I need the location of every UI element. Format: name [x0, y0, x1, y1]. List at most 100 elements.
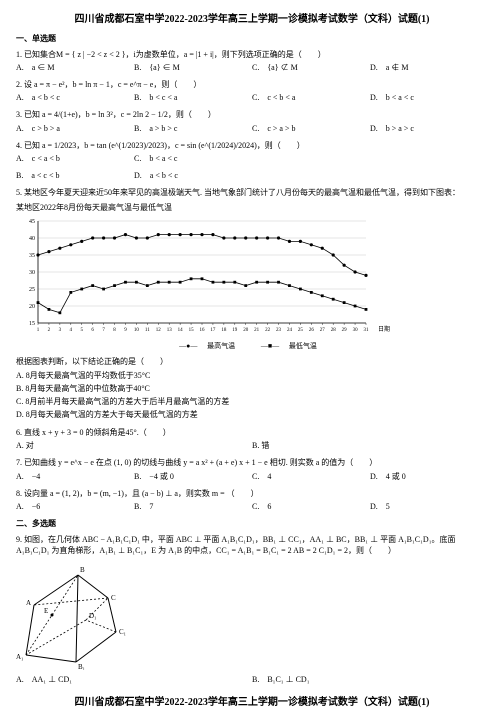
- q8-opt-a: A. −6: [16, 501, 134, 512]
- q9-stem: 9. 如图，在几何体 ABC − A₁B₁C₁D₁ 中，平面 ABC ⊥ 平面 …: [16, 534, 488, 556]
- q3-opt-a: A. c > b > a: [16, 123, 134, 134]
- q1-stem: 1. 已知集合M = { z | −2 < z < 2 }，i为虚数单位，a =…: [16, 49, 488, 60]
- svg-text:13: 13: [167, 328, 173, 333]
- svg-text:4: 4: [70, 328, 73, 333]
- svg-text:14: 14: [178, 328, 184, 333]
- q1-options: A. a ∈ M B. {a} ∈ M C. {a} ⊄ M D. a ∉ M: [16, 62, 488, 73]
- svg-text:23: 23: [276, 328, 282, 333]
- q9-opt-b: B. B₁C₁ ⊥ CD₁: [252, 674, 488, 685]
- q7-opt-a: A. −4: [16, 471, 134, 482]
- svg-text:35: 35: [29, 253, 35, 259]
- svg-text:18: 18: [221, 328, 227, 333]
- svg-text:31: 31: [364, 328, 370, 333]
- svg-text:2: 2: [48, 328, 51, 333]
- svg-text:15: 15: [29, 321, 35, 327]
- section-2-heading: 二、多选题: [16, 518, 488, 529]
- svg-text:12: 12: [156, 328, 162, 333]
- q5-chart: 4540353025201512345678910111213141516171…: [16, 217, 396, 337]
- svg-text:9: 9: [124, 328, 127, 333]
- q8-opt-b: B. 7: [134, 501, 252, 512]
- svg-text:15: 15: [189, 328, 195, 333]
- q3-opt-c: C. c > a > b: [252, 123, 370, 134]
- svg-text:日期: 日期: [378, 325, 390, 333]
- q9-opt-a: A. AA₁ ⊥ CD₁: [16, 674, 252, 685]
- svg-text:45: 45: [29, 219, 35, 225]
- svg-text:25: 25: [29, 287, 35, 293]
- svg-text:C: C: [111, 594, 116, 602]
- svg-text:7: 7: [102, 328, 105, 333]
- svg-text:20: 20: [29, 304, 35, 310]
- svg-text:20: 20: [243, 328, 249, 333]
- q4-stem: 4. 已知 a = 1/2023，b = tan (e^(1/2023)/202…: [16, 140, 488, 151]
- q3-opt-b: B. a > b > c: [134, 123, 252, 134]
- svg-text:19: 19: [232, 328, 238, 333]
- svg-text:B: B: [80, 566, 85, 574]
- q1-opt-b: B. {a} ∈ M: [134, 62, 252, 73]
- svg-text:8: 8: [113, 328, 116, 333]
- svg-text:30: 30: [29, 270, 35, 276]
- svg-text:1: 1: [37, 328, 40, 333]
- q6-options: A. 对 B. 错: [16, 440, 488, 451]
- page-title: 四川省成都石室中学2022-2023学年高三上学期一诊模拟考试数学（文科）试题(…: [16, 10, 488, 25]
- legend-high: —●— 最高气温: [179, 342, 243, 350]
- svg-text:29: 29: [342, 328, 348, 333]
- q2-opt-d: D. b < a < c: [370, 92, 488, 103]
- svg-text:40: 40: [29, 236, 35, 242]
- q6-opt-b: B. 错: [252, 440, 488, 451]
- q7-opt-d: D. 4 或 0: [370, 471, 488, 482]
- q4-opt-a: A. c < a < b: [16, 153, 134, 164]
- svg-text:D₁: D₁: [89, 612, 97, 620]
- svg-text:24: 24: [287, 328, 293, 333]
- q7-stem: 7. 已知曲线 y = e^x − e 在点 (1, 0) 的切线与曲线 y =…: [16, 457, 488, 468]
- q5-legend: —●— 最高气温 —■— 最低气温: [16, 341, 488, 351]
- q6-stem: 6. 直线 x + y + 3 = 0 的倾斜角是45°.（ ）: [16, 427, 488, 438]
- svg-text:6: 6: [91, 328, 94, 333]
- q1-opt-d: D. a ∉ M: [370, 62, 488, 73]
- q7-options: A. −4 B. −4 或 0 C. 4 D. 4 或 0: [16, 471, 488, 482]
- svg-text:28: 28: [331, 328, 337, 333]
- svg-text:B₁: B₁: [78, 663, 85, 670]
- svg-text:5: 5: [80, 328, 83, 333]
- svg-text:E: E: [44, 607, 48, 615]
- q5-opt-c: C. 8月前半月每天最高气温的方差大于后半月最高气温的方差: [16, 396, 488, 407]
- q3-options: A. c > b > a B. a > b > c C. c > a > b D…: [16, 123, 488, 134]
- q2-opt-b: B. b < c < a: [134, 92, 252, 103]
- svg-text:3: 3: [59, 328, 62, 333]
- q4-opt-d: D. a < b < c: [134, 170, 252, 181]
- q3-opt-d: D. b > a > c: [370, 123, 488, 134]
- q8-options: A. −6 B. 7 C. 6 D. 5: [16, 501, 488, 512]
- q8-stem: 8. 设向量 a = (1, 2)，b = (m, −1)，且 (a − b) …: [16, 488, 488, 499]
- q9-figure: A B C A₁ B₁ C₁ D₁ E: [16, 560, 136, 670]
- svg-text:C₁: C₁: [119, 628, 126, 636]
- svg-text:21: 21: [254, 328, 260, 333]
- svg-text:17: 17: [210, 328, 216, 333]
- svg-text:25: 25: [298, 328, 304, 333]
- section-1-heading: 一、单选题: [16, 33, 488, 44]
- svg-text:16: 16: [200, 328, 206, 333]
- q5-caption: 某地区2022年8月份每天最高气温与最低气温: [16, 202, 488, 213]
- svg-text:10: 10: [134, 328, 140, 333]
- svg-text:A₁: A₁: [16, 653, 24, 661]
- q7-opt-c: C. 4: [252, 471, 370, 482]
- svg-text:A: A: [26, 599, 31, 607]
- q5-intro: 5. 某地区今年夏天迎来近50年来罕见的高温极端天气. 当地气象部门统计了八月份…: [16, 187, 488, 198]
- q9-options-row1: A. AA₁ ⊥ CD₁ B. B₁C₁ ⊥ CD₁: [16, 674, 488, 685]
- q8-opt-d: D. 5: [370, 501, 488, 512]
- q5-opt-a: A. 8月每天最高气温的平均数低于35°C: [16, 370, 488, 381]
- q3-stem: 3. 已知 a = 4/(1+e)，b = ln 3²，c = 2ln 2 − …: [16, 109, 488, 120]
- q2-opt-a: A. a < b < c: [16, 92, 134, 103]
- q1-opt-a: A. a ∈ M: [16, 62, 134, 73]
- page-footer: 四川省成都石室中学2022-2023学年高三上学期一诊模拟考试数学（文科）试题(…: [16, 693, 488, 708]
- svg-text:26: 26: [309, 328, 315, 333]
- legend-low: —■— 最低气温: [261, 342, 325, 350]
- q6-opt-a: A. 对: [16, 440, 252, 451]
- q5-options: A. 8月每天最高气温的平均数低于35°C B. 8月每天最高气温的中位数高于4…: [16, 369, 488, 421]
- svg-text:22: 22: [265, 328, 271, 333]
- svg-text:27: 27: [320, 328, 326, 333]
- q2-opt-c: C. c < b < a: [252, 92, 370, 103]
- svg-text:11: 11: [145, 328, 150, 333]
- q4-options: A. c < a < b C. b < a < c: [16, 153, 488, 164]
- q5-opt-d: D. 8月每天最高气温的方差大于每天最低气温的方差: [16, 409, 488, 420]
- q1-opt-c: C. {a} ⊄ M: [252, 62, 370, 73]
- q2-options: A. a < b < c B. b < c < a C. c < b < a D…: [16, 92, 488, 103]
